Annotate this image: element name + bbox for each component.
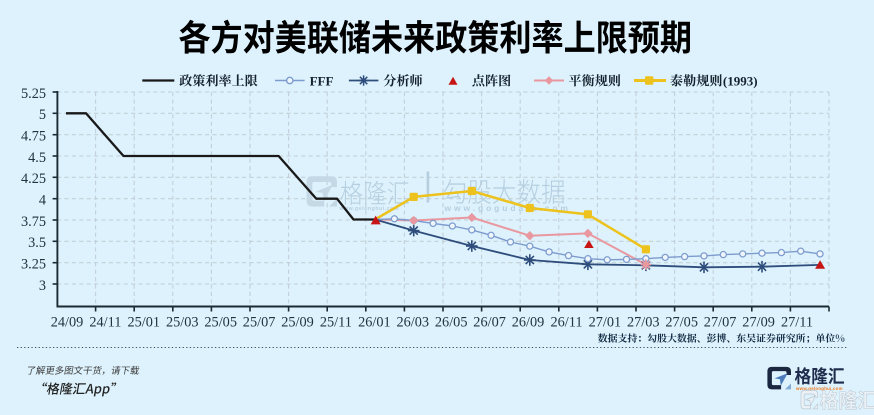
svg-text:25/07: 25/07 [243, 315, 276, 331]
svg-text:3.75: 3.75 [21, 214, 46, 230]
svg-text:4.25: 4.25 [21, 171, 46, 187]
svg-text:www.gelonghui.com: www.gelonghui.com [795, 386, 843, 391]
svg-text:3.25: 3.25 [21, 257, 46, 273]
svg-text:24/09: 24/09 [51, 315, 84, 331]
svg-text:25/03: 25/03 [166, 315, 199, 331]
svg-text:www.gogudata.com: www.gogudata.com [444, 203, 571, 213]
svg-text:26/07: 26/07 [473, 315, 506, 331]
svg-text:25/05: 25/05 [204, 315, 237, 331]
svg-text:24/11: 24/11 [89, 315, 121, 331]
svg-text:3: 3 [39, 278, 46, 294]
svg-text:4.75: 4.75 [21, 129, 46, 145]
svg-text:4.5: 4.5 [28, 150, 46, 166]
svg-text:26/01: 26/01 [358, 315, 391, 331]
svg-text:27/09: 27/09 [742, 315, 775, 331]
svg-text:26/03: 26/03 [397, 315, 430, 331]
svg-text:4: 4 [39, 193, 46, 209]
svg-text:FFF: FFF [310, 73, 334, 88]
svg-text:3.5: 3.5 [28, 235, 46, 251]
svg-text:27/05: 27/05 [665, 315, 698, 331]
svg-text:5.25: 5.25 [21, 86, 46, 102]
svg-text:26/09: 26/09 [512, 315, 545, 331]
svg-text:25/11: 25/11 [320, 315, 352, 331]
svg-text:(1993): (1993) [723, 73, 758, 88]
svg-text:www.gelonghui.com: www.gelonghui.com [339, 206, 400, 212]
svg-text:27/07: 27/07 [704, 315, 737, 331]
svg-text:25/01: 25/01 [128, 315, 161, 331]
svg-text:27/01: 27/01 [589, 315, 622, 331]
svg-text:25/09: 25/09 [281, 315, 314, 331]
svg-text:27/03: 27/03 [627, 315, 660, 331]
svg-text:5: 5 [39, 107, 46, 123]
svg-text:26/05: 26/05 [435, 315, 468, 331]
svg-text:27/11: 27/11 [781, 315, 813, 331]
svg-text:26/11: 26/11 [550, 315, 582, 331]
